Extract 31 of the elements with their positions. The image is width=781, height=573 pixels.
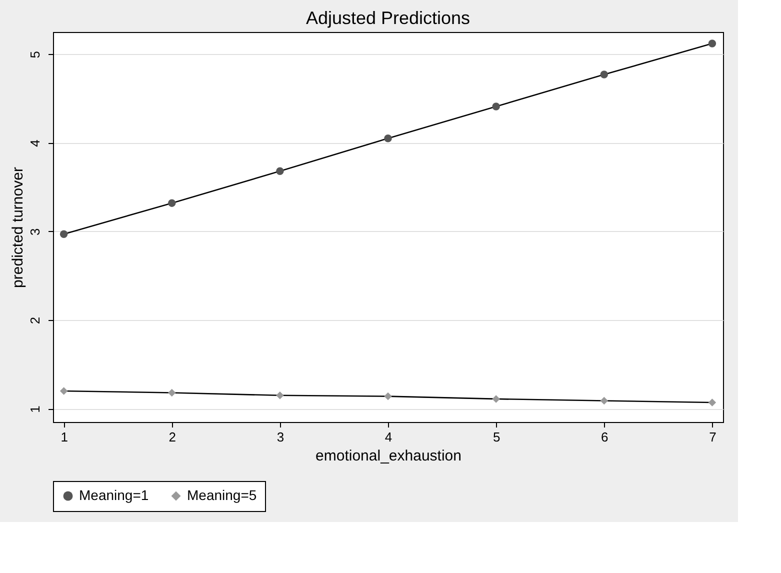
point <box>168 199 176 207</box>
y-tick-label: 2 <box>28 316 42 324</box>
y-tick-label: 3 <box>28 228 42 236</box>
y-tick-label: 4 <box>28 140 42 147</box>
y-axis-title: predicted turnover <box>10 167 26 288</box>
point <box>60 387 68 395</box>
x-tick-label: 7 <box>709 430 716 444</box>
point <box>708 40 716 48</box>
x-tick-label: 5 <box>492 430 500 444</box>
point <box>276 167 284 176</box>
x-tick-label: 2 <box>168 430 176 444</box>
point <box>492 395 500 403</box>
legend-label: Meaning=1 <box>79 487 149 503</box>
legend-label: Meaning=5 <box>187 487 257 503</box>
point <box>600 70 608 78</box>
x-tick-label: 6 <box>601 430 608 444</box>
point <box>384 134 392 142</box>
point <box>168 388 176 397</box>
point <box>708 398 716 406</box>
y-tick-label: 1 <box>28 406 42 413</box>
chart-title: Adjusted Predictions <box>306 8 470 28</box>
x-tick-label: 3 <box>276 430 284 444</box>
x-tick-label: 1 <box>60 430 68 444</box>
point <box>60 230 68 238</box>
x-tick-label: 4 <box>384 430 392 444</box>
point <box>384 392 392 400</box>
point <box>492 102 500 110</box>
y-tick-label: 5 <box>28 51 42 58</box>
point <box>600 396 608 405</box>
point <box>276 392 284 400</box>
x-axis-title: emotional_exhaustion <box>316 448 462 464</box>
